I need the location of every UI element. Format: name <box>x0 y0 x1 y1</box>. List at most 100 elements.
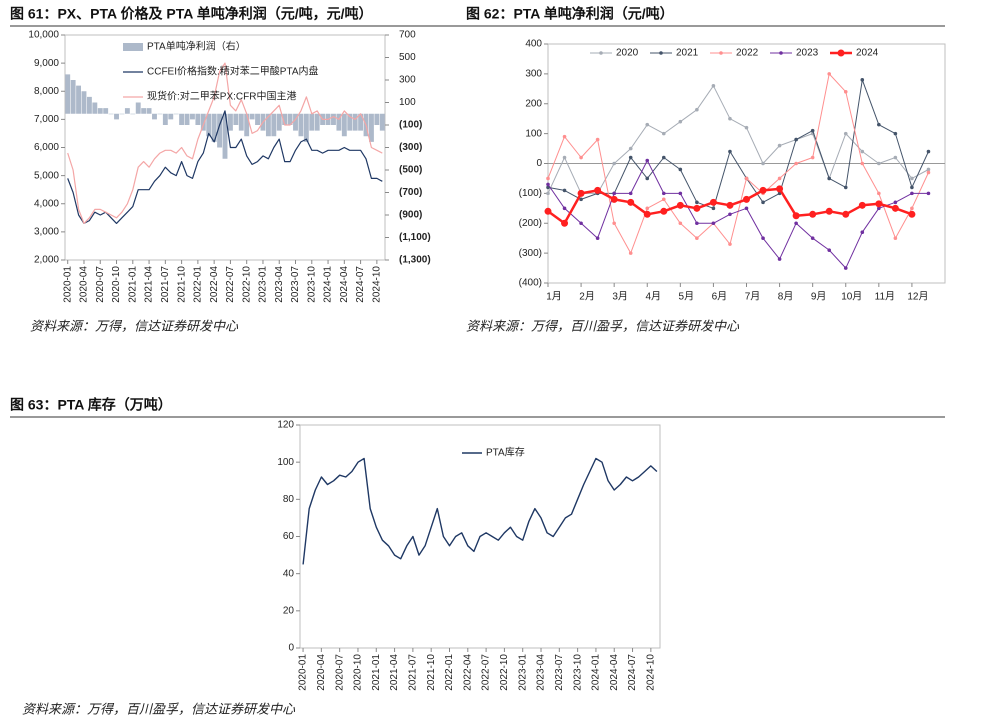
series-marker <box>628 191 633 196</box>
x-tick-label: 2024-04 <box>339 266 350 303</box>
y2-tick-label: (100) <box>399 120 422 131</box>
bar <box>293 113 298 131</box>
x-tick-label: 2023-01 <box>517 654 528 691</box>
x-tick-label: 3月 <box>612 291 628 303</box>
series-marker <box>645 206 650 211</box>
legend-marker <box>837 49 845 57</box>
bar <box>287 113 293 125</box>
bar <box>217 113 223 148</box>
series-marker <box>562 155 567 160</box>
bar <box>114 113 119 120</box>
x-tick-label: 2024-10 <box>372 266 383 303</box>
series-line <box>302 457 658 565</box>
series-marker <box>594 186 602 194</box>
y-tick-label: (200) <box>519 218 542 229</box>
bar <box>238 113 244 131</box>
bar <box>255 113 260 125</box>
y-tick-label: 120 <box>277 420 294 431</box>
x-tick-label: 2023-04 <box>536 654 547 691</box>
bar <box>152 113 157 120</box>
x-tick-label: 4月 <box>645 291 661 303</box>
y-tick-label: 300 <box>525 69 542 80</box>
bar <box>184 113 190 125</box>
bar <box>157 113 163 115</box>
series-marker <box>744 176 749 181</box>
series-marker <box>661 131 666 136</box>
bar <box>352 113 358 131</box>
series-marker <box>678 191 683 196</box>
series-marker <box>910 185 914 190</box>
x-tick-label: 2021-10 <box>426 654 437 691</box>
x-tick-label: 2020-01 <box>298 654 309 691</box>
series-marker <box>726 201 734 209</box>
bar <box>276 113 282 131</box>
x-tick-label: 2023-10 <box>306 266 317 303</box>
series-marker <box>843 266 848 270</box>
series-marker <box>877 191 881 196</box>
y2-tick-label: 700 <box>399 30 416 41</box>
series-marker <box>678 167 683 172</box>
series-marker <box>676 201 684 209</box>
y2-tick-label: (500) <box>399 165 422 176</box>
x-tick-label: 9月 <box>811 291 827 303</box>
legend-label: 2020 <box>616 48 639 59</box>
bar <box>179 113 185 125</box>
bar <box>379 113 385 131</box>
series-marker <box>711 221 716 226</box>
bar <box>374 113 380 125</box>
series-marker <box>843 131 848 136</box>
x-tick-label: 2023-07 <box>554 654 565 691</box>
series-marker <box>645 158 650 163</box>
series-marker <box>628 251 633 255</box>
series-marker <box>792 212 800 220</box>
series-marker <box>893 155 898 160</box>
source-note: 资料来源：万得，百川盈孚，信达证券研发中心 <box>466 318 740 333</box>
series-marker <box>595 236 600 240</box>
series-marker <box>875 200 883 208</box>
series-marker <box>761 236 765 240</box>
x-tick-label: 2021-01 <box>127 266 138 303</box>
series-marker <box>761 200 765 205</box>
x-tick-label: 2022-04 <box>209 266 220 303</box>
series-marker <box>926 170 931 175</box>
bar <box>81 91 87 114</box>
y-tick-label: 3,000 <box>34 227 59 238</box>
figure-title: 图 61：PX、PTA 价格及 PTA 单吨净利润（元/吨，元/吨） <box>10 6 372 22</box>
y-tick-label: 400 <box>525 39 542 50</box>
bar <box>146 108 152 114</box>
series-marker <box>695 200 699 205</box>
legend-label: 2023 <box>796 48 819 59</box>
bar <box>249 113 255 120</box>
bar <box>135 102 141 114</box>
x-tick-label: 5月 <box>679 291 695 303</box>
figure-title: 图 63：PTA 库存（万吨） <box>10 397 172 413</box>
y2-tick-label: (1,300) <box>399 255 431 266</box>
series-marker <box>794 221 798 226</box>
y-tick-label: 40 <box>283 568 295 579</box>
bar <box>303 113 309 142</box>
series-marker <box>612 191 616 196</box>
legend-swatch <box>123 43 143 51</box>
series-marker <box>842 210 850 218</box>
legend-marker <box>659 51 663 55</box>
y-tick-label: 2,000 <box>34 255 59 266</box>
series-marker <box>627 198 635 206</box>
x-tick-label: 2024-07 <box>627 654 638 691</box>
x-tick-label: 2022-07 <box>481 654 492 691</box>
series-marker <box>810 128 815 133</box>
series-marker <box>695 221 699 226</box>
series-marker <box>546 191 550 196</box>
bar <box>190 113 195 120</box>
series-marker <box>579 221 583 226</box>
bar <box>347 113 353 131</box>
series-marker <box>577 189 585 197</box>
x-tick-label: 2023-01 <box>258 266 269 303</box>
x-tick-label: 11月 <box>875 291 895 303</box>
series-marker <box>877 122 881 127</box>
x-tick-label: 2020-10 <box>111 266 122 303</box>
series-marker <box>794 161 798 166</box>
figure-title: 图 62：PTA 单吨净利润（元/吨） <box>466 6 674 22</box>
y2-tick-label: 100 <box>399 97 416 108</box>
bar <box>233 113 239 125</box>
